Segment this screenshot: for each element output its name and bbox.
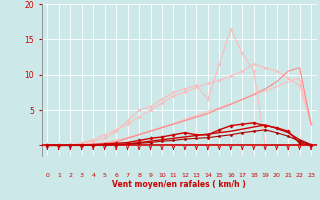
X-axis label: Vent moyen/en rafales ( km/h ): Vent moyen/en rafales ( km/h ) [112, 180, 246, 189]
